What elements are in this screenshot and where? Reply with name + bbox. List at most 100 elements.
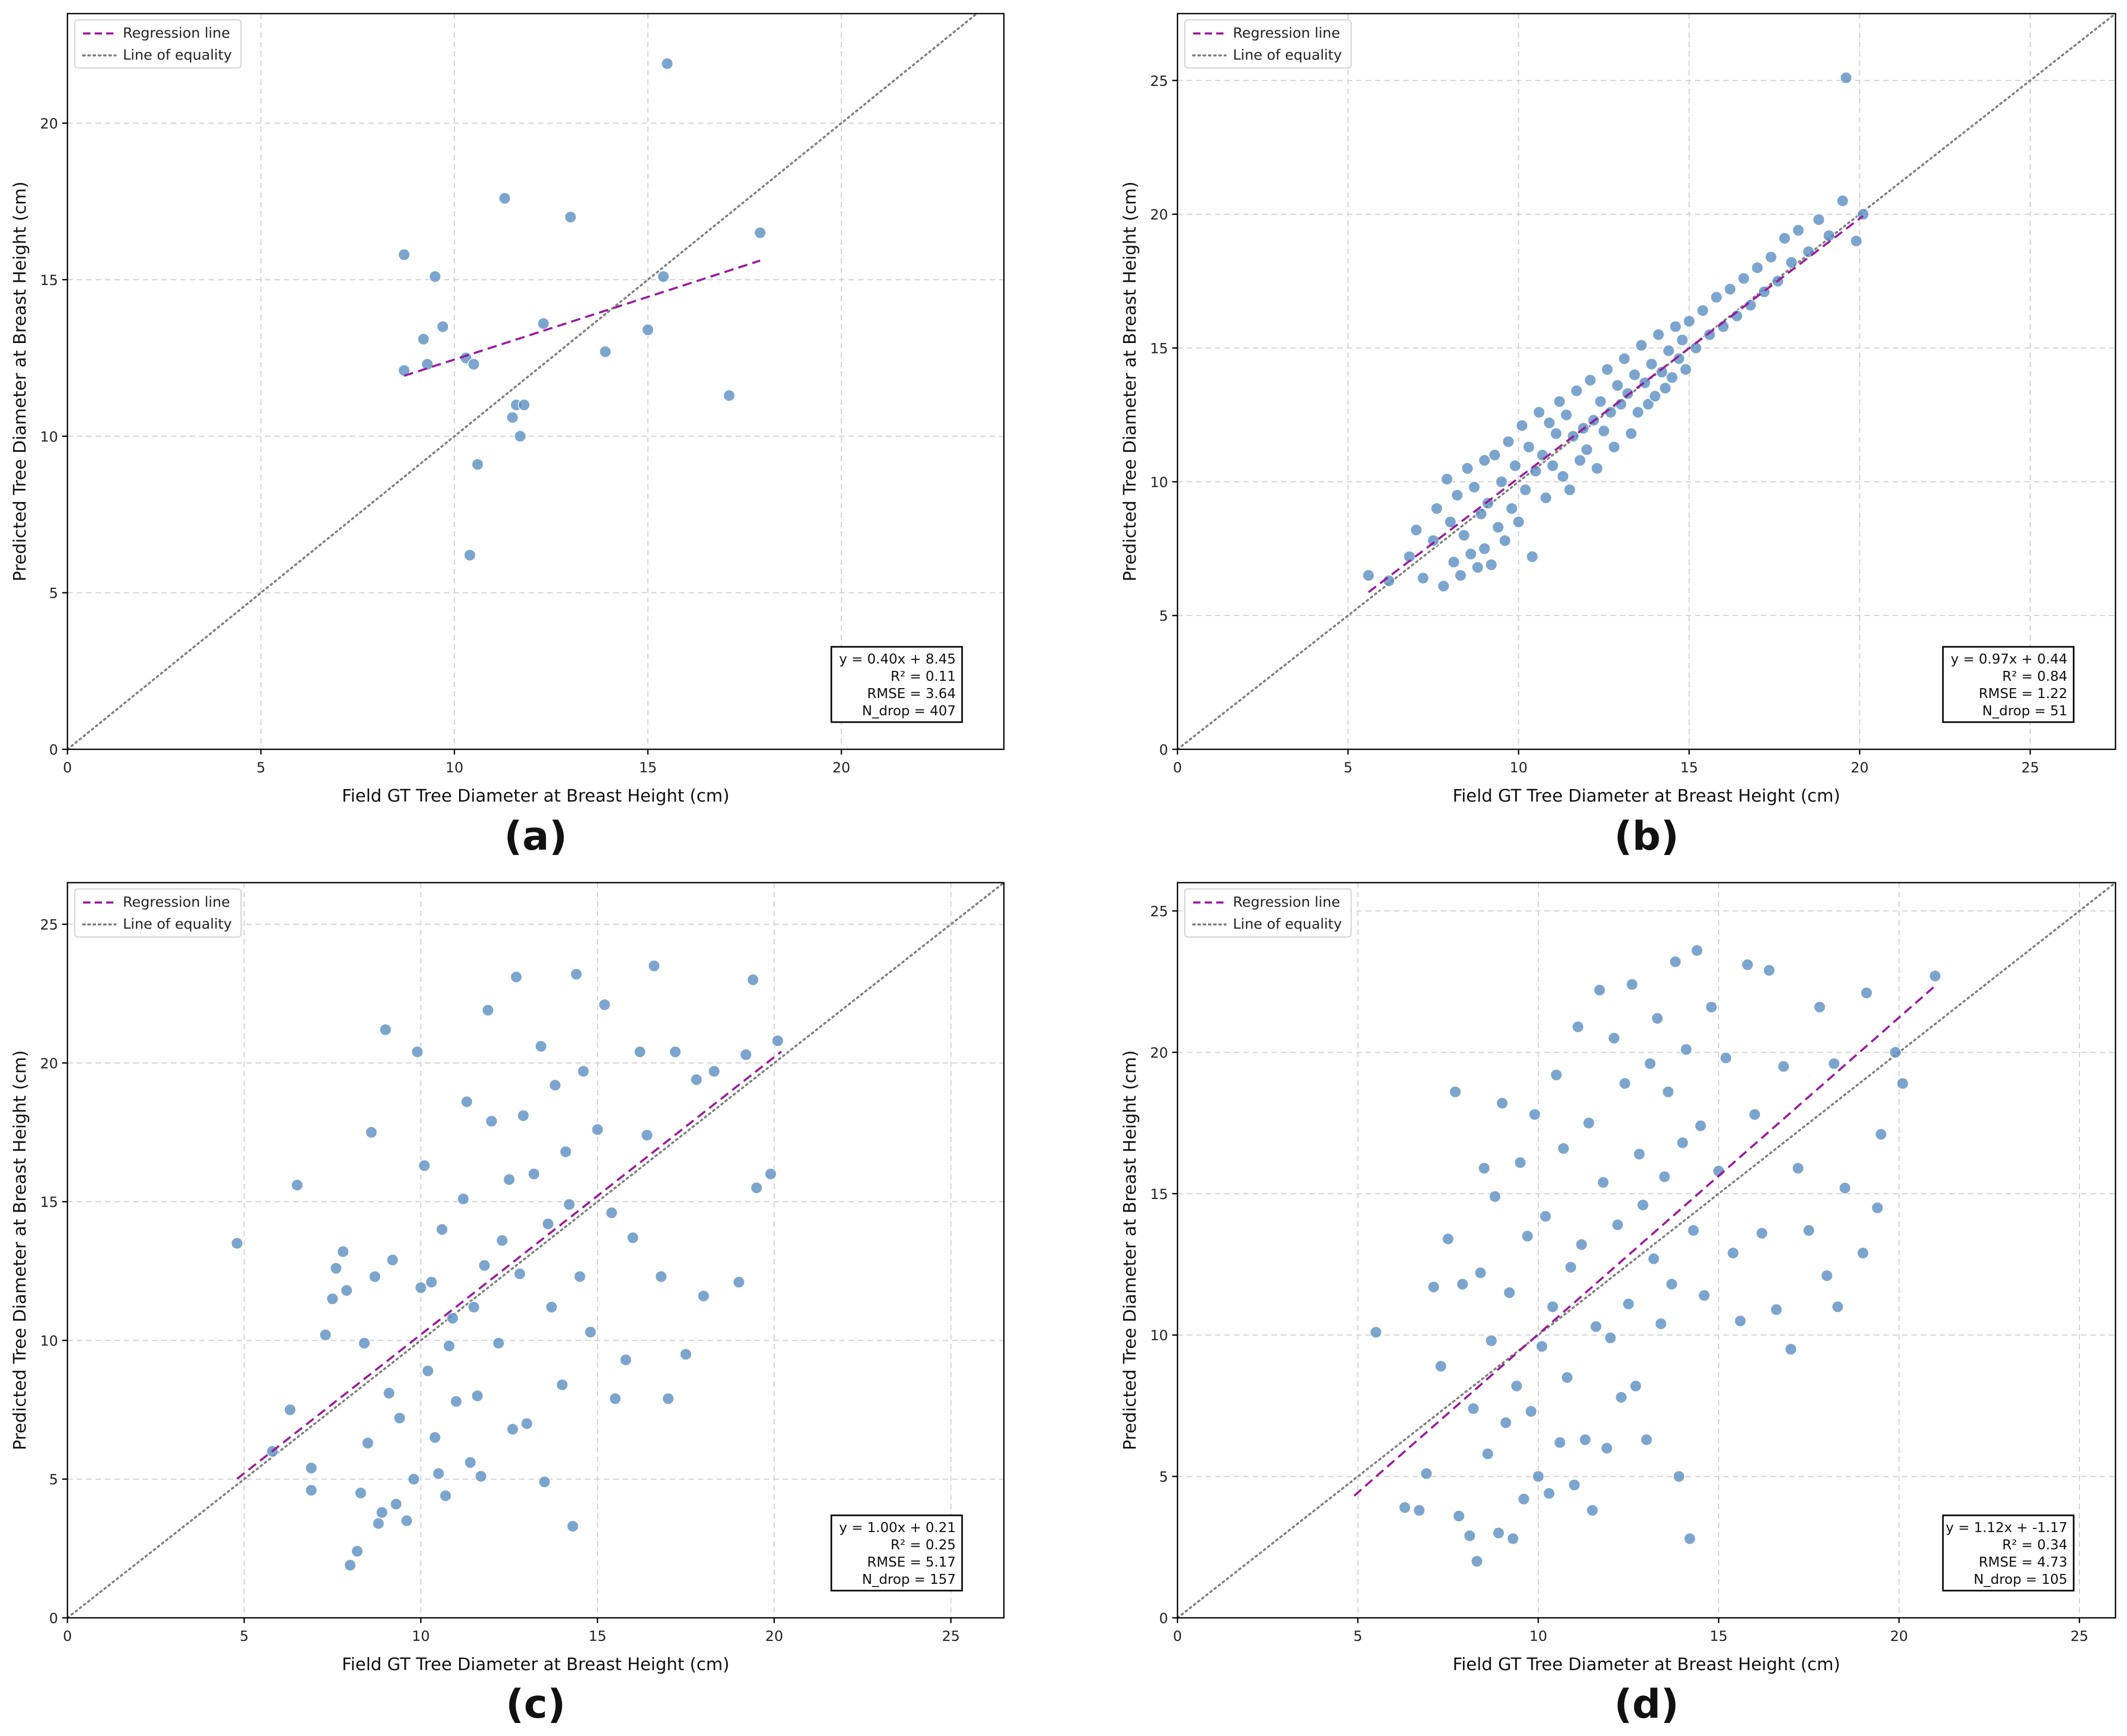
y-tick-label: 20: [1150, 1045, 1168, 1061]
data-point: [753, 226, 767, 239]
data-point: [1684, 1532, 1696, 1545]
data-point: [1676, 334, 1689, 346]
data-point: [369, 1270, 381, 1283]
line-of-equality: [1177, 883, 2115, 1618]
data-point: [1495, 475, 1508, 488]
data-point: [1604, 1331, 1617, 1344]
data-point: [1568, 1479, 1581, 1491]
data-point: [463, 549, 476, 562]
x-tick-label: 15: [1710, 1628, 1728, 1644]
data-point: [1637, 1198, 1649, 1212]
x-tick-label: 0: [1173, 1628, 1182, 1644]
data-point: [1437, 580, 1450, 592]
data-point: [1454, 569, 1467, 582]
plot-area: [1177, 14, 2115, 749]
y-tick-label: 0: [1159, 742, 1168, 758]
data-point: [1557, 470, 1569, 483]
data-point: [556, 1378, 568, 1391]
data-point: [485, 1115, 498, 1128]
data-point: [750, 1181, 763, 1194]
y-tick-label: 10: [1150, 1328, 1168, 1344]
data-point: [591, 1123, 604, 1136]
data-point: [1666, 371, 1678, 384]
data-point: [564, 211, 577, 223]
x-tick-label: 10: [1529, 1628, 1547, 1644]
x-tick-label: 0: [1173, 760, 1182, 776]
data-point: [1608, 441, 1620, 453]
data-point: [563, 1198, 576, 1211]
data-point: [446, 1312, 459, 1324]
data-point: [771, 1034, 784, 1047]
data-point: [1503, 1286, 1516, 1299]
y-tick-label: 5: [1159, 1469, 1168, 1486]
data-point: [1683, 315, 1696, 328]
stats-line: y = 1.12x + -1.17: [1946, 1520, 2067, 1536]
data-point: [1690, 944, 1703, 957]
data-point: [464, 1456, 477, 1469]
data-point: [1618, 1077, 1631, 1090]
data-point: [1615, 1391, 1628, 1403]
data-point: [1546, 1300, 1559, 1313]
data-point: [340, 1284, 353, 1297]
x-tick-label: 10: [1510, 760, 1527, 776]
data-point: [1584, 374, 1597, 386]
x-tick-label: 5: [1353, 1628, 1362, 1644]
data-point: [537, 317, 550, 330]
data-point: [1468, 481, 1481, 494]
data-point: [661, 58, 673, 70]
data-point: [1516, 419, 1528, 432]
stats-line: y = 1.00x + 0.21: [839, 1520, 956, 1536]
x-tick-label: 15: [1680, 760, 1698, 776]
data-point: [1451, 489, 1463, 501]
data-point: [1512, 516, 1525, 528]
y-tick-label: 20: [1150, 207, 1168, 223]
y-tick-label: 10: [1150, 474, 1168, 490]
data-point: [518, 398, 531, 412]
data-point: [1525, 1405, 1537, 1418]
data-point: [1857, 1247, 1869, 1260]
data-point: [1705, 1001, 1718, 1013]
data-point: [1502, 435, 1515, 448]
stats-line: N_drop = 51: [1982, 703, 2067, 719]
data-point: [450, 1395, 463, 1408]
data-point: [1369, 1326, 1382, 1339]
data-point: [407, 1472, 420, 1486]
data-point: [1362, 569, 1375, 582]
data-point: [1594, 395, 1607, 408]
data-point: [1586, 1504, 1599, 1517]
data-point: [1626, 978, 1639, 991]
y-tick-label: 15: [40, 1194, 58, 1210]
x-axis-label: Field GT Tree Diameter at Breast Height …: [1453, 1654, 1840, 1674]
data-point: [577, 1065, 590, 1078]
data-point: [1410, 523, 1423, 536]
regression-line: [236, 1050, 782, 1480]
data-point: [1492, 521, 1504, 534]
data-point: [1517, 1493, 1530, 1505]
data-point: [1543, 417, 1556, 429]
data-point: [496, 1234, 509, 1247]
data-point: [1838, 1182, 1851, 1194]
x-tick-label: 5: [1344, 760, 1353, 776]
data-point: [460, 1095, 473, 1108]
x-tick-label: 20: [1851, 760, 1869, 776]
data-point: [648, 960, 660, 972]
data-point: [1651, 1012, 1664, 1025]
data-point: [655, 1270, 668, 1283]
regression-line: [1353, 985, 1936, 1497]
data-point: [1608, 1032, 1620, 1045]
data-point: [1737, 272, 1750, 285]
data-point: [482, 1004, 495, 1017]
data-point: [1485, 1334, 1498, 1347]
data-point: [305, 1461, 318, 1475]
data-point: [1492, 1527, 1505, 1539]
data-point: [1628, 368, 1641, 381]
data-point: [1539, 492, 1552, 504]
legend-label: Line of equality: [1233, 47, 1342, 63]
data-point: [1550, 1068, 1563, 1081]
data-point: [1550, 427, 1562, 440]
data-point: [365, 1126, 378, 1139]
data-point: [534, 1040, 547, 1053]
data-point: [679, 1348, 692, 1361]
panel-label: (a): [504, 813, 567, 859]
data-point: [1431, 502, 1443, 515]
